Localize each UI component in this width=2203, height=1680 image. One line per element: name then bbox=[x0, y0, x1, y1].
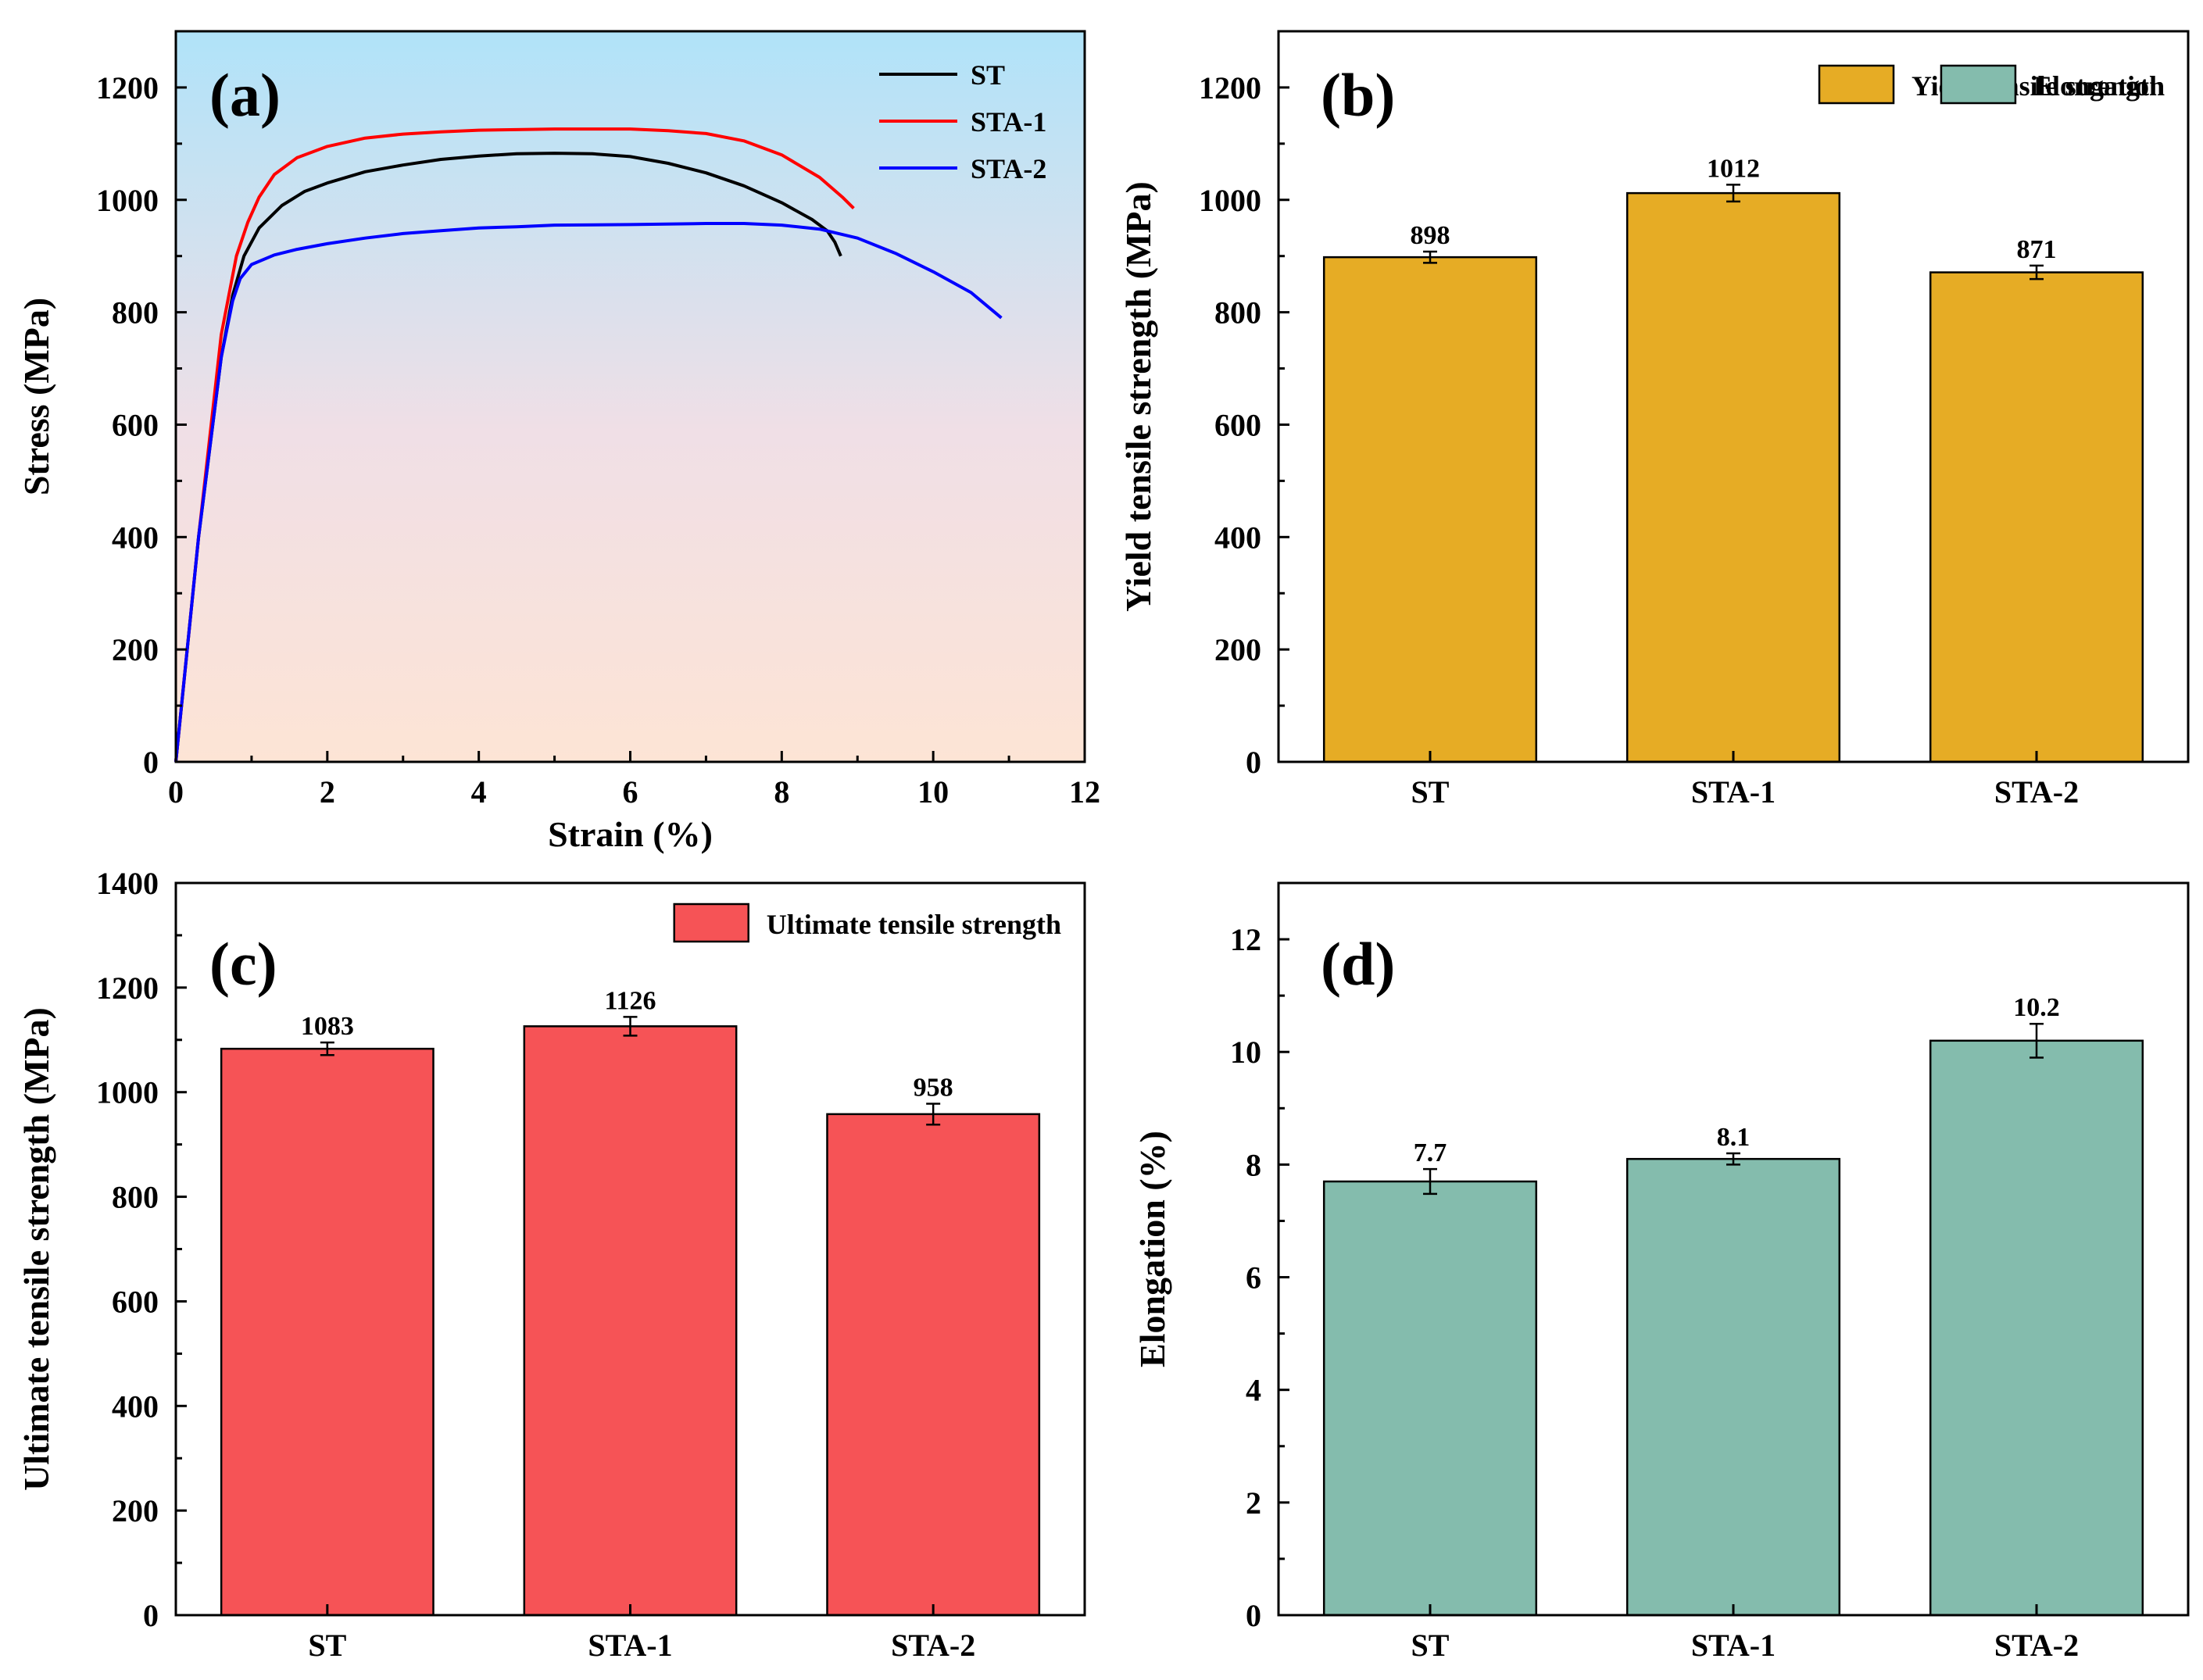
bar-st bbox=[1322, 256, 1538, 763]
panel-a: 0 2 4 6 8 10 12 Strain (%) ST STA-1 STA-2 0 200 400 60… bbox=[16, 30, 1100, 854]
y-tick-label: 1400 bbox=[96, 866, 159, 901]
y-tick-label: 4 bbox=[1246, 1373, 1261, 1408]
x-tick-label: 4 bbox=[471, 774, 487, 810]
y-tick-label: 12 bbox=[1230, 922, 1261, 957]
series-line-sta-2 bbox=[174, 222, 1003, 763]
legend-entry: STA-2 bbox=[971, 153, 1046, 184]
y-tick-label: 600 bbox=[112, 1284, 159, 1319]
panel-label: (b) bbox=[1321, 61, 1395, 129]
x-tick-label: 2 bbox=[320, 774, 335, 810]
legend-swatch bbox=[1818, 64, 1895, 105]
legend-swatch bbox=[673, 903, 749, 943]
y-axis-label: Yield tensile strength (MPa) bbox=[1118, 181, 1158, 612]
x-tick-label: ST bbox=[1411, 774, 1450, 810]
legend-entry: STA-1 bbox=[971, 106, 1046, 138]
y-tick-label: 0 bbox=[1246, 745, 1261, 780]
panel-label: (a) bbox=[209, 61, 281, 129]
y-tick-label: 0 bbox=[1246, 1598, 1261, 1633]
legend-swatch bbox=[1940, 64, 2017, 105]
series-line-sta-1 bbox=[174, 127, 855, 763]
plot-frame bbox=[1277, 30, 2190, 763]
bar-sta-2 bbox=[1929, 271, 2144, 763]
bar-st bbox=[1322, 1180, 1538, 1617]
plot-background bbox=[176, 31, 1085, 762]
y-tick-label: 600 bbox=[1214, 407, 1261, 442]
data-label: 8.1 bbox=[1717, 1123, 1751, 1152]
x-tick-label: STA-1 bbox=[588, 1628, 672, 1663]
legend: Ultimate tensile strength bbox=[673, 903, 1061, 943]
data-label: 871 bbox=[2017, 235, 2057, 264]
y-axis-label: Elongation (%) bbox=[1132, 1131, 1172, 1367]
y-tick-label: 1200 bbox=[1199, 70, 1261, 105]
data-label: 10.2 bbox=[2013, 993, 2060, 1022]
series-line-st bbox=[174, 152, 842, 763]
x-tick-label: STA-2 bbox=[891, 1628, 975, 1663]
y-tick-label: 0 bbox=[143, 1598, 159, 1633]
y-tick-label: 1000 bbox=[96, 1075, 159, 1110]
legend-entry: Ultimate tensile strength bbox=[767, 909, 1061, 940]
data-label: 1012 bbox=[1707, 154, 1760, 183]
y-tick-label: 800 bbox=[1214, 295, 1261, 331]
y-tick-label: 10 bbox=[1230, 1035, 1261, 1070]
bar-sta-2 bbox=[826, 1113, 1041, 1617]
panel-label: (d) bbox=[1321, 930, 1395, 998]
legend: Elongation bbox=[1940, 64, 2165, 105]
y-tick-label: 200 bbox=[1214, 632, 1261, 667]
x-axis-label: Strain (%) bbox=[548, 814, 713, 854]
bar-sta-2 bbox=[1929, 1039, 2144, 1617]
y-tick-label: 1000 bbox=[96, 183, 159, 218]
x-tick-label: 8 bbox=[774, 774, 789, 810]
data-label: 958 bbox=[914, 1073, 953, 1102]
x-tick-label: STA-2 bbox=[1994, 1628, 2079, 1663]
panel-b: 898 ST 1012 STA-1 871 STA-2 Yield tensile stre… bbox=[1118, 30, 2190, 810]
x-tick-label: 0 bbox=[168, 774, 184, 810]
y-tick-label: 8 bbox=[1246, 1147, 1261, 1182]
x-tick-label: 6 bbox=[623, 774, 638, 810]
y-tick-label: 0 bbox=[143, 745, 159, 780]
y-tick-label: 400 bbox=[112, 520, 159, 555]
panel-c: 1083 ST 1126 STA-1 958 STA-2 Ultimate tensile … bbox=[16, 866, 1086, 1663]
x-tick-label: STA-2 bbox=[1994, 774, 2079, 810]
y-tick-label: 600 bbox=[112, 407, 159, 442]
plot-frame bbox=[174, 881, 1086, 1617]
panel-label: (c) bbox=[209, 930, 277, 998]
plot-frame bbox=[174, 30, 1086, 763]
y-axis-label: Stress (MPa) bbox=[16, 298, 56, 495]
y-tick-label: 2 bbox=[1246, 1485, 1261, 1521]
data-label: 1126 bbox=[604, 986, 656, 1015]
bar-sta-1 bbox=[1625, 191, 1841, 763]
y-tick-label: 1000 bbox=[1199, 183, 1261, 218]
panel-d: 7.7ST8.1STA-110.2STA-2Elongation02468101… bbox=[1132, 64, 2190, 1663]
y-tick-label: 1200 bbox=[96, 970, 159, 1006]
y-tick-label: 400 bbox=[1214, 520, 1261, 555]
legend-entry: Elongation bbox=[2033, 70, 2165, 102]
bar-sta-1 bbox=[523, 1025, 738, 1617]
y-tick-label: 6 bbox=[1246, 1260, 1261, 1296]
y-tick-label: 1200 bbox=[96, 70, 159, 105]
y-tick-label: 200 bbox=[112, 632, 159, 667]
x-tick-label: STA-1 bbox=[1691, 774, 1776, 810]
y-tick-label: 200 bbox=[112, 1493, 159, 1528]
y-tick-label: 400 bbox=[112, 1389, 159, 1424]
bar-sta-1 bbox=[1625, 1157, 1841, 1617]
plot-frame bbox=[1277, 881, 2190, 1617]
data-label: 1083 bbox=[301, 1012, 354, 1041]
y-tick-label: 800 bbox=[112, 1180, 159, 1215]
y-tick-label: 800 bbox=[112, 295, 159, 331]
x-tick-label: 12 bbox=[1069, 774, 1100, 810]
x-tick-label: ST bbox=[1411, 1628, 1450, 1663]
y-axis-label: Ultimate tensile strength (MPa) bbox=[16, 1007, 56, 1491]
x-tick-label: 10 bbox=[917, 774, 949, 810]
x-tick-label: STA-1 bbox=[1691, 1628, 1776, 1663]
legend-entry: ST bbox=[971, 59, 1005, 91]
data-label: 7.7 bbox=[1414, 1138, 1447, 1167]
bar-st bbox=[220, 1047, 435, 1617]
data-label: 898 bbox=[1411, 221, 1450, 250]
x-tick-label: ST bbox=[308, 1628, 346, 1663]
